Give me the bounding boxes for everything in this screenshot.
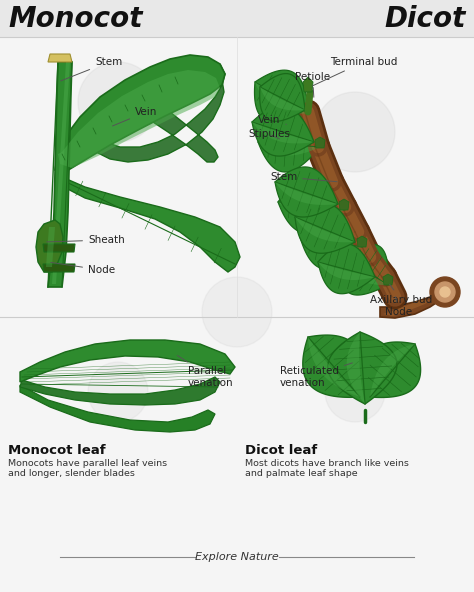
Polygon shape (318, 244, 375, 294)
Polygon shape (43, 264, 75, 272)
Polygon shape (275, 182, 338, 205)
Text: Stem: Stem (270, 172, 337, 182)
Polygon shape (278, 178, 345, 233)
Polygon shape (308, 337, 360, 397)
Polygon shape (55, 55, 225, 172)
Polygon shape (278, 202, 345, 217)
Polygon shape (370, 344, 415, 397)
Text: Dicot leaf: Dicot leaf (245, 444, 317, 457)
Polygon shape (48, 54, 72, 62)
Polygon shape (346, 332, 365, 404)
Polygon shape (339, 199, 349, 210)
Polygon shape (260, 87, 305, 111)
Text: Dicot: Dicot (384, 5, 466, 33)
Polygon shape (300, 214, 362, 269)
Polygon shape (255, 70, 309, 123)
Circle shape (435, 282, 455, 302)
Polygon shape (345, 257, 388, 285)
Circle shape (325, 362, 385, 422)
Text: Stipules: Stipules (248, 129, 290, 139)
Circle shape (430, 277, 460, 307)
Polygon shape (20, 340, 235, 382)
Polygon shape (260, 73, 305, 121)
Text: Terminal bud: Terminal bud (312, 57, 397, 86)
Text: Node: Node (385, 297, 412, 317)
Circle shape (78, 62, 158, 142)
Text: Stem: Stem (61, 57, 122, 81)
Polygon shape (303, 77, 313, 92)
Polygon shape (0, 0, 474, 37)
Text: Monocot: Monocot (8, 5, 143, 33)
Text: Petiole: Petiole (295, 72, 330, 97)
Text: Vein: Vein (112, 107, 157, 126)
Text: Reticulated
venation: Reticulated venation (280, 363, 352, 388)
Polygon shape (46, 227, 55, 267)
Polygon shape (275, 167, 338, 217)
Text: Most dicots have branch like veins
and palmate leaf shape: Most dicots have branch like veins and p… (245, 459, 409, 478)
Polygon shape (52, 62, 70, 284)
Polygon shape (383, 274, 393, 285)
Polygon shape (58, 70, 220, 168)
Polygon shape (328, 332, 397, 404)
Polygon shape (36, 220, 63, 272)
Polygon shape (252, 106, 314, 156)
Text: Node: Node (51, 262, 115, 275)
Polygon shape (366, 342, 420, 397)
Text: Monocot leaf: Monocot leaf (8, 444, 106, 457)
Polygon shape (380, 287, 445, 318)
Polygon shape (252, 122, 314, 143)
Text: Monocots have parallel leaf veins
and longer, slender blades: Monocots have parallel leaf veins and lo… (8, 459, 167, 478)
Text: Explore Nature: Explore Nature (195, 552, 279, 562)
Polygon shape (295, 217, 355, 242)
Polygon shape (43, 244, 75, 252)
Text: Sheath: Sheath (47, 235, 125, 245)
Text: Vein: Vein (258, 115, 286, 125)
Polygon shape (343, 244, 388, 295)
Circle shape (88, 362, 148, 422)
Polygon shape (255, 82, 309, 114)
Polygon shape (48, 62, 72, 287)
Polygon shape (295, 204, 355, 253)
Polygon shape (20, 385, 215, 432)
Polygon shape (20, 377, 220, 405)
Polygon shape (300, 237, 362, 253)
Polygon shape (357, 236, 367, 247)
Polygon shape (258, 117, 320, 172)
Text: Axillary bud: Axillary bud (370, 284, 432, 305)
Circle shape (202, 277, 272, 347)
Text: Parallel
venation: Parallel venation (177, 356, 234, 388)
Polygon shape (303, 335, 363, 397)
Polygon shape (383, 300, 430, 316)
Polygon shape (318, 262, 375, 280)
Circle shape (440, 287, 450, 297)
Polygon shape (60, 177, 240, 272)
Polygon shape (315, 137, 325, 148)
Circle shape (315, 92, 395, 172)
Polygon shape (86, 64, 225, 162)
Polygon shape (258, 142, 320, 156)
